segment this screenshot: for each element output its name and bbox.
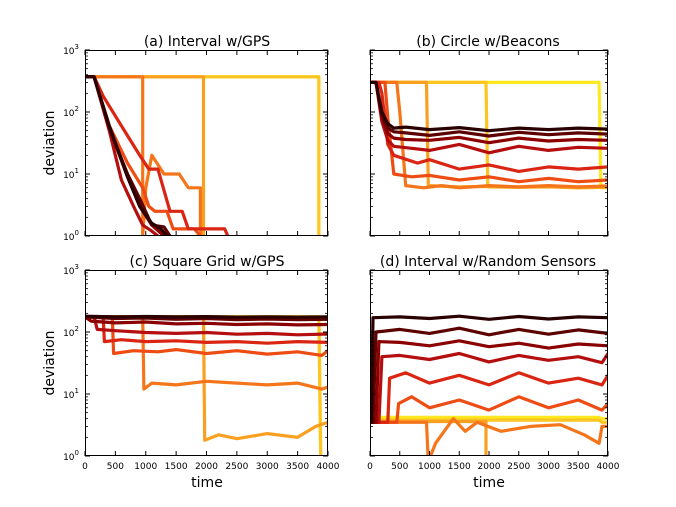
panel-c-series-5-line [85, 315, 328, 345]
panel-c-x-tick-label: 3500 [286, 462, 309, 472]
panel-b-plot-area [370, 80, 608, 190]
panel-d-x-tick-label: 1500 [448, 462, 471, 472]
panel-c-x-tick-label: 2500 [225, 462, 248, 472]
panel-a-plot-area [85, 75, 321, 236]
panel-d-series-4-line [370, 351, 608, 424]
panel-c-frame [85, 270, 328, 456]
panel-c-y-tick-label: 101 [63, 387, 79, 401]
panel-c-x-tick-label: 1000 [134, 462, 157, 472]
panel-c-x-tick-label: 1500 [165, 462, 188, 472]
panel-d-x-tick-label: 0 [367, 462, 373, 472]
panel-d-x-tick-label: 1000 [418, 462, 441, 472]
panel-d-x-tick-label: 500 [391, 462, 408, 472]
panel-c-x-tick-label: 0 [82, 462, 88, 472]
panel-a-y-ticks: 100 101 102 103 [63, 43, 328, 243]
panel-c-x-tick-label: 4000 [317, 462, 340, 472]
y-axis-label-top: deviation [42, 110, 58, 175]
panel-c-y-ticks: 100 101 102 103 [63, 263, 328, 463]
panel-d-series-1-line [370, 314, 608, 424]
panel-b-title: (b) Circle w/Beacons [416, 34, 559, 50]
panel-d-x-ticks: 0 500 1000 1500 2000 2500 3000 3500 4000 [367, 270, 620, 472]
panel-c-x-tick-label: 500 [107, 462, 124, 472]
panel-d-x-tick-label: 3500 [567, 462, 590, 472]
panel-b: (b) Circle w/Beacons [369, 34, 609, 237]
panel-d-series-6-line [370, 395, 608, 424]
panel-c-y-tick-label: 100 [63, 449, 79, 463]
panel-c-x-tick-label: 3000 [256, 462, 279, 472]
panel-a-title: (a) Interval w/GPS [144, 34, 270, 50]
panel-a-series-7-line [85, 75, 202, 236]
panel-b-series-7-line [370, 80, 608, 190]
panel-c-series-4-line [85, 315, 328, 337]
panel-d-title: (d) Interval w/Random Sensors [380, 254, 596, 270]
panel-b-y-ticks [370, 49, 608, 237]
panel-c-y-tick-label: 102 [63, 325, 79, 339]
panel-a-y-tick-label: 100 [63, 229, 79, 243]
panel-c-title: (c) Square Grid w/GPS [130, 254, 285, 270]
y-axis-label-bottom: deviation [42, 330, 58, 395]
panel-d-series-5-line [370, 371, 608, 424]
panel-d-series-2-line [370, 326, 608, 424]
panel-c-series-7-line [85, 315, 328, 391]
panel-c-x-ticks: 0 500 1000 1500 2000 2500 3000 3500 4000 [82, 270, 340, 472]
panel-d-x-tick-label: 2000 [478, 462, 501, 472]
panel-d-y-ticks [370, 269, 608, 457]
panel-c-series-1-line [85, 314, 328, 319]
panel-a-y-tick-label: 103 [63, 43, 79, 57]
panel-a-y-tick-label: 102 [63, 105, 79, 119]
panel-a-series-5-line [85, 75, 230, 236]
panel-d-x-tick-label: 4000 [597, 462, 620, 472]
panel-c-x-tick-label: 2000 [195, 462, 218, 472]
panel-d-series-7-line [370, 417, 608, 456]
panel-b-series-1-line [370, 80, 608, 133]
panel-d-plot-area [370, 314, 608, 456]
panel-c-plot-area [85, 314, 328, 456]
panel-d-x-tick-label: 3000 [537, 462, 560, 472]
panel-b-series-5-line [370, 80, 608, 173]
panel-c-y-tick-label: 103 [63, 263, 79, 277]
panel-a-series-1-line [85, 75, 169, 236]
x-axis-label-right: time [473, 475, 505, 491]
panel-a: (a) Interval w/GPS 100 101 102 103 [63, 34, 329, 243]
panel-b-series-6-line [370, 80, 608, 184]
panel-c-series-6-line [85, 315, 328, 357]
panel-c-series-8-line [85, 315, 328, 442]
panel-a-x-ticks [84, 50, 329, 236]
panel-a-y-tick-label: 101 [63, 167, 79, 181]
panel-c-series-3-line [85, 315, 328, 327]
panel-d-series-3-line [370, 339, 608, 424]
panel-b-x-ticks [369, 50, 609, 236]
panel-d-x-tick-label: 2500 [507, 462, 530, 472]
panel-d: (d) Interval w/Random Sensors 0 500 1000 15… [367, 254, 620, 472]
x-axis-label-left: time [191, 475, 223, 491]
